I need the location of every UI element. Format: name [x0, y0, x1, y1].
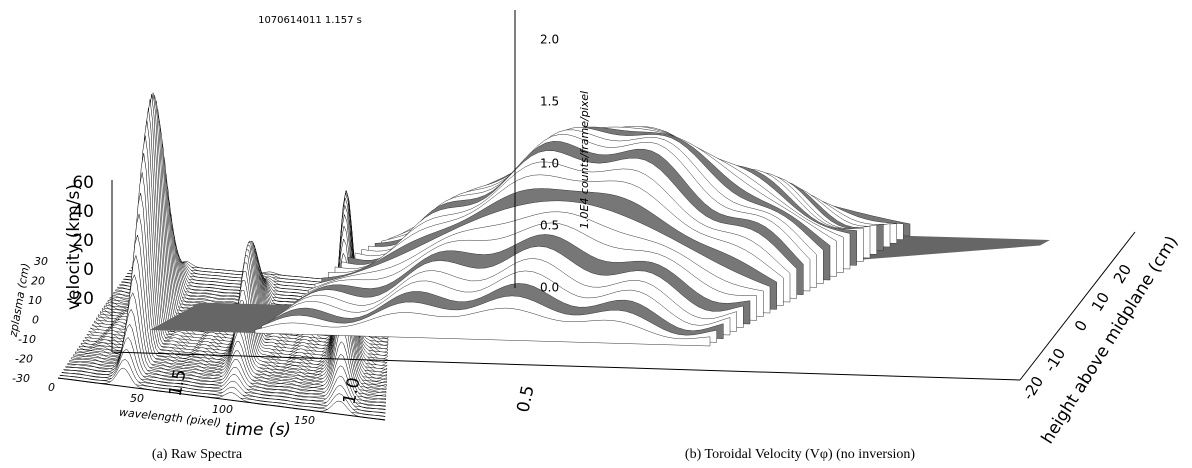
x-axis-label: wavelength (pixel)	[118, 406, 221, 430]
x-tick-label: 0	[48, 381, 55, 394]
y-tick-label: 20	[31, 275, 45, 288]
y-axis	[1020, 232, 1135, 380]
y-tick-label: 10	[1088, 289, 1113, 315]
figure: 1070614011 1.157 s 1.0E4 counts/frame/pi…	[0, 0, 1192, 468]
y-tick-label: 0	[32, 314, 39, 327]
y-tick-label: -20	[15, 353, 33, 366]
y-tick-label: 20	[1110, 261, 1135, 287]
x-tick-label: 50	[130, 392, 144, 405]
caption: (a) Raw Spectra	[152, 447, 243, 462]
y-tick-label: -20	[1019, 373, 1047, 403]
z-tick-label: 1.5	[540, 95, 559, 109]
y-tick-label: 30	[34, 255, 48, 268]
y-tick-label: 0	[1071, 317, 1091, 335]
y-tick-label: -10	[18, 333, 36, 346]
caption: (b) Toroidal Velocity (Vφ) (no inversion…	[685, 447, 915, 462]
z-tick-label: 2.0	[540, 33, 559, 47]
z-tick-label: 0.5	[540, 219, 559, 233]
velocity-surface	[150, 126, 1050, 346]
panel-header: 1070614011 1.157 s	[258, 15, 362, 26]
spectra-surface	[58, 93, 390, 420]
z-axis-label: 1.0E4 counts/frame/pixel	[578, 91, 591, 229]
x-tick-label: 100	[212, 403, 233, 416]
z-tick-label: 40	[72, 202, 94, 222]
x-tick-label: 1.0	[339, 376, 364, 407]
x-tick-label: 0.5	[513, 384, 538, 415]
z-tick-label: 0.0	[540, 281, 559, 295]
z-tick-label: -20	[66, 289, 94, 309]
x-tick-label: 1.5	[165, 368, 190, 399]
z-tick-label: 1.0	[540, 157, 559, 171]
y-tick-label: -30	[12, 372, 30, 385]
z-tick-label: 0	[83, 260, 94, 280]
z-tick-label: 60	[72, 173, 94, 193]
x-axis-label: time (s)	[225, 420, 291, 440]
z-tick-label: 20	[72, 231, 94, 251]
y-tick-label: -10	[1041, 345, 1069, 375]
x-tick-label: 150	[294, 414, 315, 427]
y-tick-label: 10	[28, 294, 42, 307]
